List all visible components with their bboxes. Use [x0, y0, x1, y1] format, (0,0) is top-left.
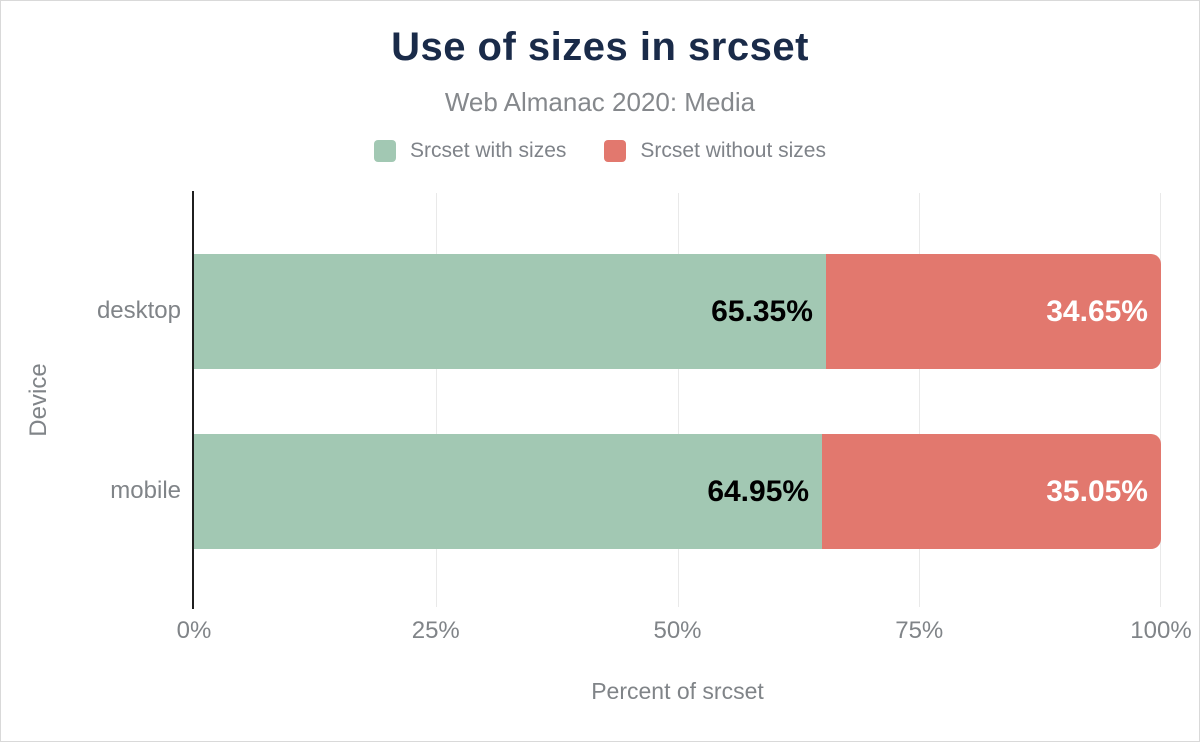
y-axis-line: [192, 191, 194, 609]
x-tick-50: 50%: [653, 617, 702, 644]
legend-item-srcset-without-sizes: Srcset without sizes: [604, 139, 826, 163]
x-tick-0: 0%: [176, 617, 212, 644]
bar-mobile: 64.95% 35.05%: [194, 434, 1161, 549]
gridline-50: [677, 193, 679, 607]
bar-value-label-mobile-with-sizes: 64.95%: [707, 474, 810, 508]
y-axis-title: Device: [25, 363, 52, 437]
plot-area: 65.35% 34.65% 64.95% 35.05%: [192, 191, 1161, 609]
gridline-100: [1160, 193, 1161, 607]
chart-subtitle: Web Almanac 2020: Media: [444, 87, 756, 117]
chart-title: Use of sizes in srcset: [391, 25, 809, 69]
bar-value-label-mobile-without-sizes: 35.05%: [1046, 474, 1148, 508]
gridline-75: [919, 193, 921, 607]
legend: Srcset with sizes Srcset without sizes: [1, 139, 1199, 163]
bar-value-label-desktop-with-sizes: 65.35%: [711, 294, 813, 328]
x-axis-title: Percent of srcset: [591, 678, 764, 704]
legend-label-srcset-without-sizes: Srcset without sizes: [640, 139, 826, 162]
bar-value-label-desktop-without-sizes: 34.65%: [1046, 294, 1148, 328]
category-label-mobile: mobile: [110, 477, 181, 504]
bar-segment-desktop-without-sizes: 34.65%: [825, 254, 1161, 369]
x-tick-25: 25%: [411, 617, 460, 644]
category-label-desktop: desktop: [96, 297, 181, 324]
bar-segment-mobile-without-sizes: 35.05%: [822, 434, 1161, 549]
legend-label-srcset-with-sizes: Srcset with sizes: [410, 139, 567, 162]
x-tick-100: 100%: [1130, 617, 1192, 644]
bar-desktop: 65.35% 34.65%: [194, 254, 1161, 369]
legend-item-srcset-with-sizes: Srcset with sizes: [374, 139, 566, 163]
legend-swatch-green: [374, 140, 397, 162]
legend-swatch-red: [604, 140, 627, 162]
x-axis-ticks: 0% 25% 50% 75% 100%: [177, 617, 1192, 647]
gridline-25: [435, 193, 437, 607]
x-tick-75: 75%: [895, 617, 944, 644]
bar-segment-desktop-with-sizes: 65.35%: [194, 254, 826, 369]
bar-segment-mobile-with-sizes: 64.95%: [194, 434, 823, 549]
